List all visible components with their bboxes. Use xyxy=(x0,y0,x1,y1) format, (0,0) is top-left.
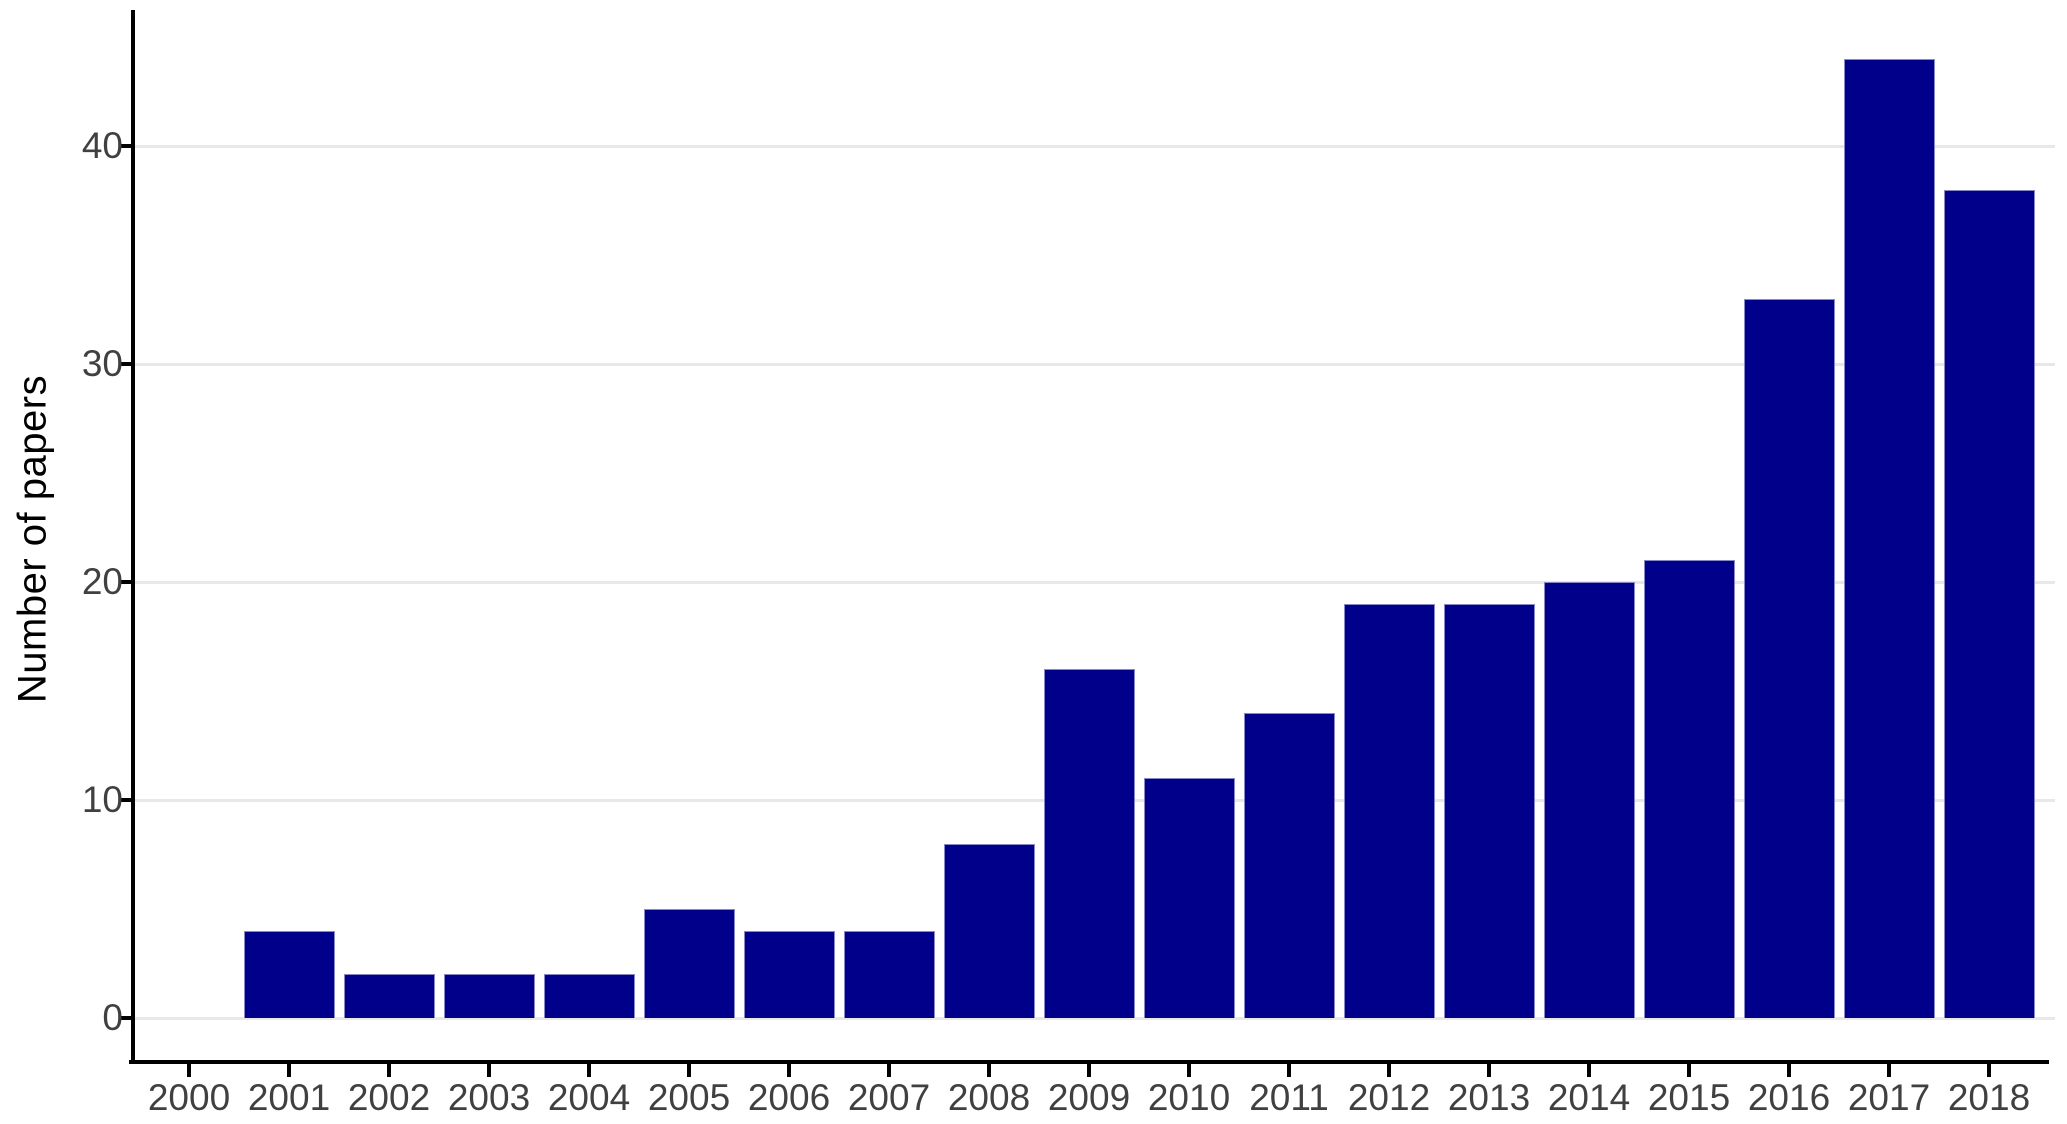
bar-2007 xyxy=(843,930,935,1018)
y-tick-10 xyxy=(121,798,131,802)
bar-2004 xyxy=(543,974,635,1018)
x-tick-label-2001: 2001 xyxy=(247,1077,331,1118)
y-tick-label-10: 10 xyxy=(81,779,123,820)
gridline-30 xyxy=(135,362,2055,366)
x-tick-2002 xyxy=(387,1064,391,1077)
x-tick-2010 xyxy=(1187,1064,1191,1077)
bar-2018 xyxy=(1943,189,2035,1018)
bar-2013 xyxy=(1443,603,1535,1018)
bar-2017 xyxy=(1843,58,1935,1018)
y-tick-label-20: 20 xyxy=(81,561,123,602)
gridline-40 xyxy=(135,144,2055,148)
bar-2001 xyxy=(243,930,335,1018)
x-tick-2006 xyxy=(787,1064,791,1077)
x-tick-2011 xyxy=(1287,1064,1291,1077)
bar-2006 xyxy=(743,930,835,1018)
y-tick-label-30: 30 xyxy=(81,343,123,384)
x-tick-label-2006: 2006 xyxy=(747,1077,831,1118)
y-tick-30 xyxy=(121,362,131,366)
bar-2016 xyxy=(1743,298,1835,1018)
x-tick-label-2002: 2002 xyxy=(347,1077,431,1118)
x-tick-2005 xyxy=(687,1064,691,1077)
y-tick-0 xyxy=(121,1016,131,1020)
bar-2011 xyxy=(1243,712,1335,1018)
bar-2010 xyxy=(1143,778,1235,1018)
bar-2002 xyxy=(343,974,435,1018)
x-axis-line xyxy=(129,1060,2049,1064)
y-tick-20 xyxy=(121,580,131,584)
x-tick-label-2007: 2007 xyxy=(847,1077,931,1118)
x-tick-label-2009: 2009 xyxy=(1047,1077,1131,1118)
x-tick-label-2004: 2004 xyxy=(547,1077,631,1118)
x-tick-label-2013: 2013 xyxy=(1447,1077,1531,1118)
x-tick-2012 xyxy=(1387,1064,1391,1077)
y-axis-line xyxy=(131,10,135,1064)
x-tick-2016 xyxy=(1787,1064,1791,1077)
x-tick-2004 xyxy=(587,1064,591,1077)
x-tick-label-2011: 2011 xyxy=(1249,1077,1329,1118)
x-tick-2003 xyxy=(487,1064,491,1077)
x-tick-2018 xyxy=(1987,1064,1991,1077)
x-tick-label-2018: 2018 xyxy=(1947,1077,2031,1118)
x-tick-label-2017: 2017 xyxy=(1847,1077,1931,1118)
x-tick-label-2003: 2003 xyxy=(447,1077,531,1118)
x-tick-label-2008: 2008 xyxy=(947,1077,1031,1118)
x-tick-2009 xyxy=(1087,1064,1091,1077)
x-tick-2015 xyxy=(1687,1064,1691,1077)
x-tick-label-2010: 2010 xyxy=(1147,1077,1231,1118)
bar-2008 xyxy=(943,843,1035,1018)
bar-2012 xyxy=(1343,603,1435,1018)
x-tick-2014 xyxy=(1587,1064,1591,1077)
bar-2005 xyxy=(643,909,735,1018)
bar-2015 xyxy=(1643,560,1735,1018)
bar-2003 xyxy=(443,974,535,1018)
y-tick-40 xyxy=(121,144,131,148)
gridline-0 xyxy=(135,1016,2055,1020)
y-tick-label-40: 40 xyxy=(81,125,123,166)
gridline-20 xyxy=(135,580,2055,584)
y-tick-label-0: 0 xyxy=(102,997,123,1038)
x-tick-2000 xyxy=(187,1064,191,1077)
x-tick-label-2005: 2005 xyxy=(647,1077,731,1118)
x-tick-label-2015: 2015 xyxy=(1647,1077,1731,1118)
x-tick-2017 xyxy=(1887,1064,1891,1077)
x-tick-label-2016: 2016 xyxy=(1747,1077,1831,1118)
x-tick-2013 xyxy=(1487,1064,1491,1077)
bar-2014 xyxy=(1543,582,1635,1018)
x-tick-label-2014: 2014 xyxy=(1547,1077,1631,1118)
x-tick-label-2000: 2000 xyxy=(147,1077,231,1118)
x-tick-2008 xyxy=(987,1064,991,1077)
y-axis-title: Number of papers xyxy=(10,374,55,704)
x-tick-2001 xyxy=(287,1064,291,1077)
x-tick-label-2012: 2012 xyxy=(1347,1077,1431,1118)
x-tick-2007 xyxy=(887,1064,891,1077)
bar-2009 xyxy=(1043,669,1135,1018)
